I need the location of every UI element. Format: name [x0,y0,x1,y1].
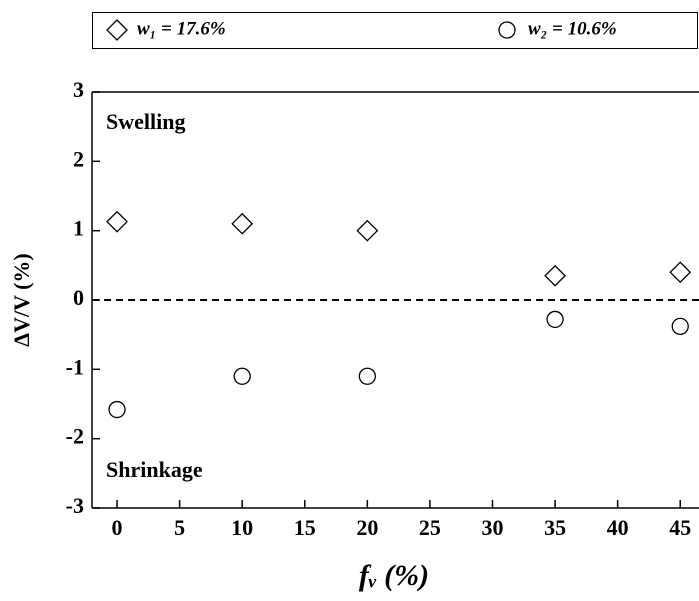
x-tick-label: 5 [174,515,185,540]
circle-point [546,310,564,329]
legend-label: w₁ = 17.6% [137,18,226,39]
x-tick-label: 20 [356,515,378,540]
circle-point [671,317,689,335]
annotation: Shrinkage [106,457,203,482]
diamond-point [231,212,254,235]
diamond-point [106,19,128,41]
x-tick-label: 10 [231,515,253,540]
y-tick-label: 3 [73,77,84,102]
y-tick-label: 0 [73,285,84,310]
x-tick-label: 15 [294,515,316,540]
x-tick-label: 25 [419,515,441,540]
diamond-point [356,219,379,242]
legend-label: w₂ = 10.6% [528,18,617,39]
y-tick-label: -3 [66,493,84,518]
circle-point [108,400,126,419]
circle-point [498,21,516,39]
legend-box [92,12,698,49]
x-axis-label: fᵥ (%) [359,559,429,592]
diamond-point [669,261,692,284]
diamond-point [106,210,128,233]
x-tick-label: 45 [669,515,691,540]
x-tick-label: 0 [112,515,123,540]
y-axis-label: ΔV/V (%) [9,253,34,346]
x-tick-label: 30 [481,515,503,540]
y-tick-label: -2 [66,424,84,449]
annotation: Swelling [106,109,185,134]
y-tick-label: 2 [73,146,84,171]
circle-point [358,367,376,385]
y-tick-label: 1 [73,216,84,241]
x-tick-label: 40 [607,515,629,540]
circle-point [233,367,251,385]
diamond-point [544,264,566,287]
x-tick-label: 35 [544,515,566,540]
y-tick-label: -1 [66,354,84,379]
